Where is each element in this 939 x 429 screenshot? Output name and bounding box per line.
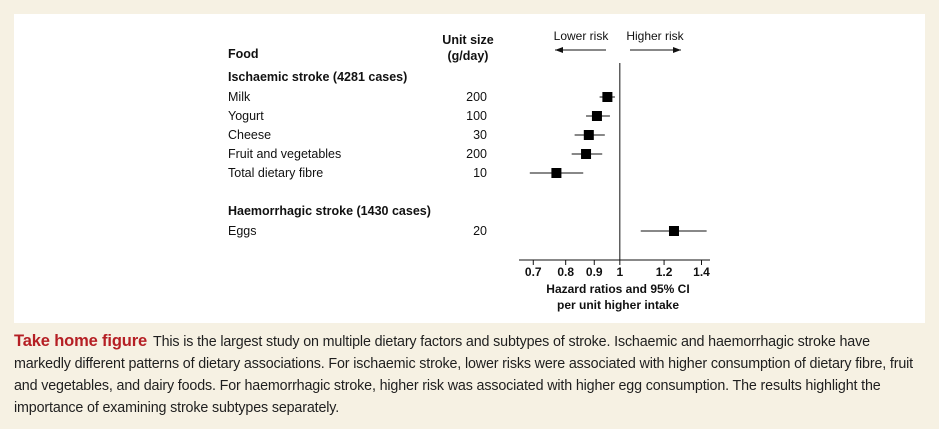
food-label: Yogurt <box>228 109 264 123</box>
unit-size-value: 100 <box>466 109 487 123</box>
x-axis-label-line1: Hazard ratios and 95% CI <box>546 282 689 296</box>
x-tick-label: 0.8 <box>557 265 574 279</box>
hazard-ratio-marker <box>551 168 562 178</box>
food-label: Milk <box>228 90 251 104</box>
food-label: Total dietary fibre <box>228 166 323 180</box>
unit-size-value: 200 <box>466 147 487 161</box>
marks <box>529 92 707 236</box>
unit-header-line1: Unit size <box>442 33 493 47</box>
group-title: Ischaemic stroke (4281 cases) <box>228 70 407 84</box>
unit-size-value: 20 <box>473 224 487 238</box>
lower-risk-arrow <box>555 47 606 53</box>
group-title: Haemorrhagic stroke (1430 cases) <box>228 204 431 218</box>
food-label: Fruit and vegetables <box>228 147 341 161</box>
hazard-ratio-marker <box>602 92 613 102</box>
food-label: Eggs <box>228 224 257 238</box>
unit-header-line2: (g/day) <box>448 49 489 63</box>
caption-title: Take home figure <box>14 332 147 350</box>
figure-panel: Food Unit size (g/day) Lower risk Higher… <box>14 14 925 323</box>
x-tick-label: 1.2 <box>656 265 673 279</box>
caption-text: This is the largest study on multiple di… <box>14 334 913 416</box>
x-tick-label: 1.4 <box>693 265 710 279</box>
unit-size-value: 30 <box>473 128 487 142</box>
hazard-ratio-marker <box>668 226 679 236</box>
unit-size-value: 200 <box>466 90 487 104</box>
lower-risk-label: Lower risk <box>554 29 610 43</box>
caption: Take home figure This is the largest stud… <box>14 330 926 419</box>
higher-risk-arrow <box>630 47 681 53</box>
hazard-ratio-marker <box>583 130 594 140</box>
hazard-ratio-marker <box>591 111 602 121</box>
food-label: Cheese <box>228 128 271 142</box>
x-tick-label: 0.9 <box>586 265 603 279</box>
forest-plot: Food Unit size (g/day) Lower risk Higher… <box>228 29 710 312</box>
x-axis: 0.7 0.8 0.9 1 1.2 1.4 <box>519 63 710 279</box>
x-axis-label-line2: per unit higher intake <box>557 298 679 312</box>
higher-risk-label: Higher risk <box>626 29 684 43</box>
x-tick-label: 0.7 <box>525 265 542 279</box>
food-header: Food <box>228 47 259 61</box>
header: Food Unit size (g/day) Lower risk Higher… <box>228 29 685 63</box>
x-tick-label: 1 <box>616 265 623 279</box>
hazard-ratio-marker <box>581 149 592 159</box>
rows: Ischaemic stroke (4281 cases) Milk 200 Yogu… <box>228 70 487 238</box>
unit-size-value: 10 <box>473 166 487 180</box>
